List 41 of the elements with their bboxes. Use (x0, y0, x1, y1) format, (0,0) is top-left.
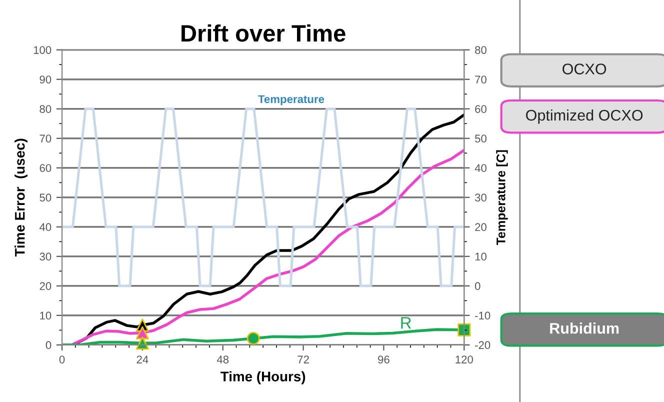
y-tick-label: 10 (40, 312, 52, 320)
point (136, 336, 149, 350)
y2-tick-label: -10 (475, 312, 490, 320)
y-tick-label: 50 (40, 194, 52, 202)
y2-tick-label: -20 (475, 341, 490, 350)
y2-tick-label: 30 (474, 194, 486, 202)
y2-axis-title: Temperature [C] (496, 150, 508, 246)
x-tick-label: 48 (216, 356, 229, 364)
y-tick-label: 0 (46, 341, 52, 350)
chart-title: Drift over Time (182, 24, 346, 42)
x-tick-label: 72 (298, 356, 309, 364)
y-axis-title: Time Error (usec) (14, 138, 28, 257)
text: OCXO (562, 64, 606, 74)
y2-tick-label: 20 (475, 223, 486, 232)
y2-tick-label: 60 (475, 105, 486, 113)
point (136, 326, 149, 340)
text: Optimized OCXO (526, 109, 643, 124)
x-tick-label: 120 (456, 356, 473, 364)
y2-tick-label: 10 (475, 252, 486, 261)
y-tick-label: 60 (40, 164, 52, 172)
y2-tick-label: 40 (474, 164, 486, 172)
point (246, 332, 260, 345)
y-tick-label: 40 (40, 223, 52, 232)
x-axis-title: Time (Hours) (220, 371, 306, 384)
x-tick-label: 96 (378, 356, 390, 364)
y-tick-label: 30 (40, 252, 52, 261)
x-tick-label: 24 (136, 356, 148, 364)
y-tick-label: 70 (40, 134, 52, 143)
y-tick-label: 20 (40, 282, 52, 290)
y-tick-label: 90 (40, 76, 52, 84)
annotation: R (401, 317, 412, 329)
x-tick-label: 0 (59, 356, 65, 364)
y2-tick-label: 0 (474, 282, 480, 290)
y2-tick-label: 70 (475, 76, 486, 84)
y-tick-label: 80 (40, 105, 52, 113)
text: Rubidium (550, 322, 619, 334)
y2-tick-label: 50 (474, 134, 486, 143)
y-tick-label: 100 (34, 46, 52, 54)
y2-tick-label: 80 (475, 46, 486, 54)
series-label: Temperature (258, 95, 324, 106)
point (458, 323, 471, 336)
